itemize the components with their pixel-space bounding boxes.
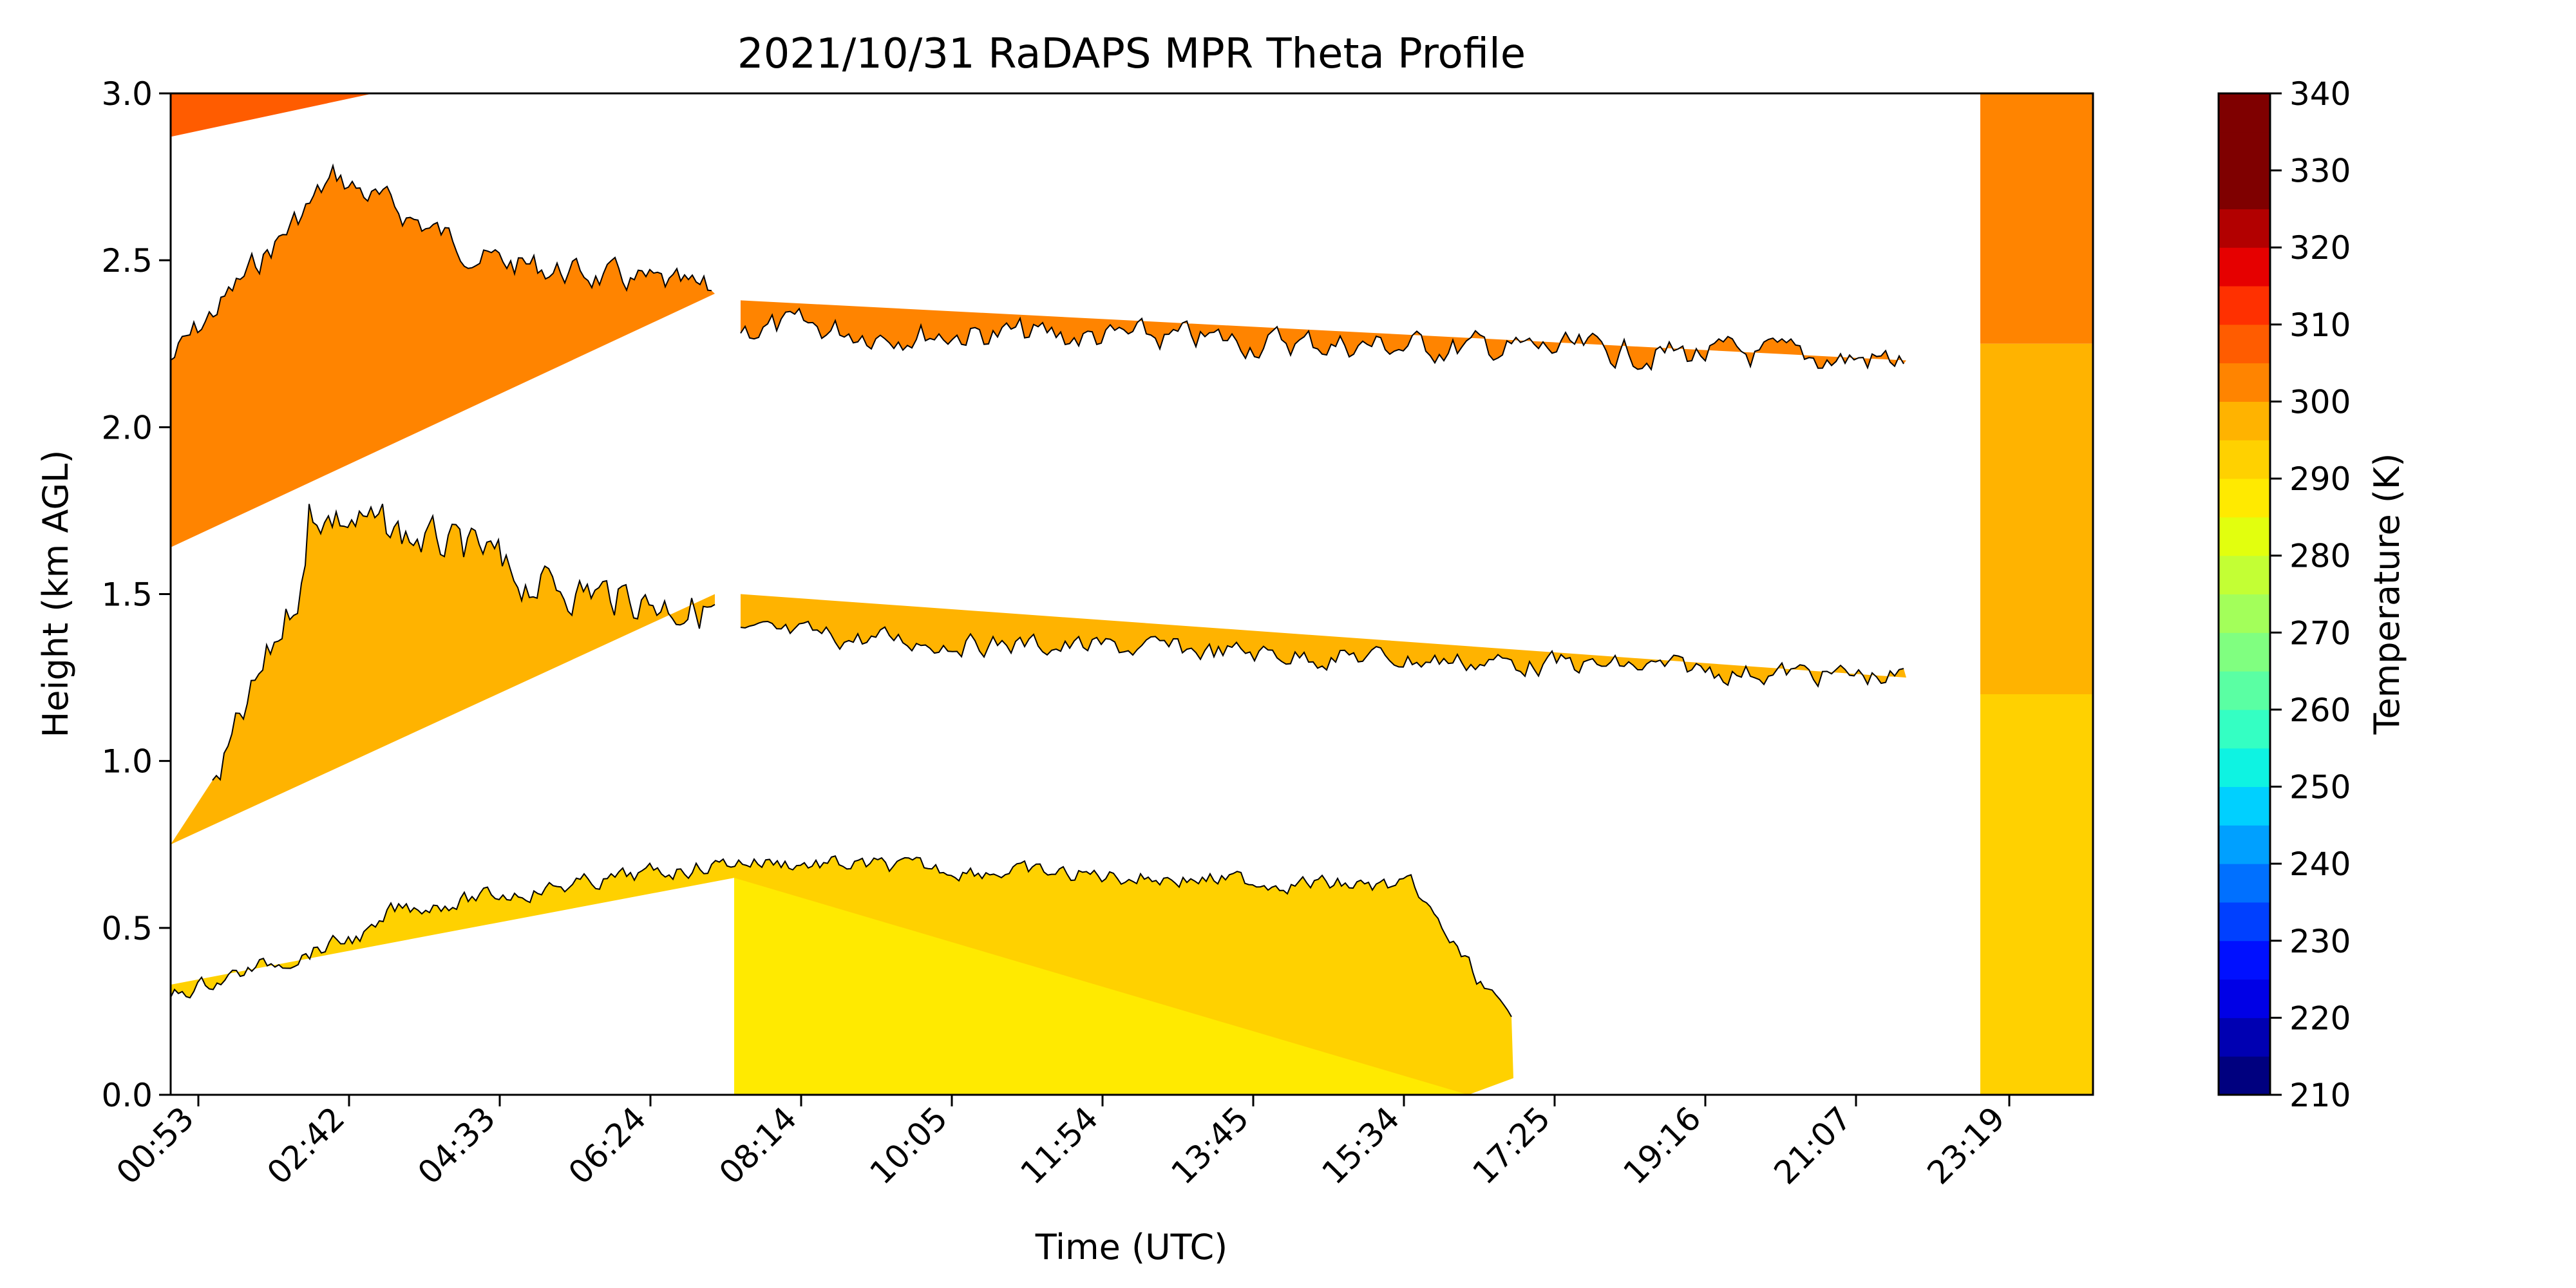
- chart-title: 2021/10/31 RaDAPS MPR Theta Profile: [737, 30, 1526, 78]
- y-tick-label: 2.5: [101, 242, 153, 279]
- colorbar-band: [2219, 401, 2270, 440]
- colorbar-tick-label: 230: [2289, 923, 2351, 960]
- y-axis-label: Height (km AGL): [35, 450, 76, 738]
- colorbar-band: [2219, 671, 2270, 710]
- x-tick-label: 08:14: [712, 1099, 804, 1191]
- contour-fill-300: [171, 166, 715, 547]
- plot-area: [169, 92, 2094, 1096]
- colorbar-band: [2219, 170, 2270, 209]
- colorbar-tick-label: 320: [2289, 229, 2351, 267]
- x-tick-label: 19:16: [1616, 1099, 1709, 1191]
- colorbar-tick-label: 310: [2289, 307, 2351, 344]
- x-axis-ticks: 00:53 02:42 04:33 06:24 08:14 10:05 11:54 13:45…: [109, 1095, 2012, 1191]
- colorbar-band: [2219, 93, 2270, 133]
- colorbar-tick-label: 290: [2289, 460, 2351, 498]
- y-tick-label: 2.0: [101, 409, 153, 446]
- colorbar-band: [2219, 709, 2270, 749]
- x-tick-label: 11:54: [1014, 1099, 1106, 1191]
- colorbar-band: [2219, 478, 2270, 518]
- colorbar: 210 220 230 240 250 260 270 280 290 300 310 320 330 3…: [2217, 75, 2351, 1114]
- x-axis-label: Time (UTC): [1035, 1227, 1228, 1267]
- colorbar-band: [2219, 286, 2270, 325]
- contour-fill-300-ribbon: [741, 300, 1906, 370]
- colorbar-tick-label: 210: [2289, 1077, 2351, 1114]
- colorbar-tick-label: 250: [2289, 769, 2351, 806]
- contour-fill-295-column: [1980, 343, 2093, 694]
- colorbar-label: Temperature (K): [2367, 453, 2407, 735]
- y-tick-label: 1.5: [101, 576, 153, 614]
- y-tick-label: 0.0: [101, 1077, 153, 1114]
- contour-line-290: [170, 855, 1512, 1018]
- colorbar-band: [2219, 825, 2270, 864]
- contour-line-295-ribbon: [740, 620, 1904, 688]
- colorbar-band: [2219, 594, 2270, 633]
- colorbar-tick-label: 300: [2289, 383, 2351, 421]
- x-tick-label: 15:34: [1315, 1099, 1407, 1191]
- colorbar-band: [2219, 1056, 2270, 1095]
- y-tick-label: 0.5: [101, 910, 153, 947]
- colorbar-band: [2219, 748, 2270, 788]
- contour-line-300-ribbon: [740, 307, 1904, 372]
- colorbar-band: [2219, 247, 2270, 287]
- colorbar-tick-label: 220: [2289, 999, 2351, 1037]
- colorbar-band: [2219, 363, 2270, 402]
- colorbar-band: [2219, 786, 2270, 826]
- colorbar-tick-label: 270: [2289, 614, 2351, 652]
- colorbar-tick-label: 280: [2289, 538, 2351, 575]
- x-tick-label: 02:42: [260, 1099, 352, 1191]
- y-axis-ticks: 0.0 0.5 1.0 1.5 2.0 2.5 3.0: [101, 75, 171, 1114]
- contour-fill-285: [734, 878, 1468, 1095]
- colorbar-band: [2219, 555, 2270, 594]
- x-tick-label: 06:24: [562, 1099, 654, 1191]
- colorbar-band: [2219, 902, 2270, 942]
- y-tick-label: 3.0: [101, 75, 153, 113]
- colorbar-band: [2219, 440, 2270, 479]
- colorbar-band: [2219, 324, 2270, 364]
- contour-line-300: [170, 163, 712, 361]
- contour-line-295: [212, 504, 715, 781]
- contour-fill-305: [171, 93, 374, 137]
- contour-fill-290-column: [1980, 694, 2093, 1095]
- colorbar-frame: [2217, 92, 2271, 1096]
- colorbar-tick-label: 340: [2289, 75, 2351, 113]
- x-tick-label: 13:45: [1164, 1099, 1256, 1191]
- colorbar-band: [2219, 516, 2270, 556]
- colorbar-band: [2219, 632, 2270, 672]
- colorbar-band: [2219, 864, 2270, 903]
- colorbar-band: [2219, 131, 2270, 171]
- contour-lines: [170, 163, 1904, 1018]
- contour-fills: [171, 93, 2093, 1095]
- colorbar-tick-label: 240: [2289, 846, 2351, 883]
- x-tick-label: 21:07: [1767, 1099, 1859, 1191]
- contour-fill-300-column: [1980, 93, 2093, 344]
- colorbar-tick-label: 330: [2289, 153, 2351, 190]
- colorbar-band: [2219, 979, 2270, 1018]
- x-tick-label: 23:19: [1920, 1099, 2012, 1191]
- colorbar-band: [2219, 1018, 2270, 1057]
- contour-fill-295-ribbon: [741, 594, 1906, 687]
- x-tick-label: 17:25: [1466, 1099, 1558, 1191]
- x-tick-label: 04:33: [411, 1099, 503, 1191]
- y-tick-label: 1.0: [101, 743, 153, 781]
- colorbar-tick-label: 260: [2289, 692, 2351, 729]
- x-tick-label: 10:05: [863, 1099, 955, 1191]
- contour-fill-295: [171, 504, 715, 845]
- colorbar-band: [2219, 209, 2270, 248]
- colorbar-band: [2219, 940, 2270, 980]
